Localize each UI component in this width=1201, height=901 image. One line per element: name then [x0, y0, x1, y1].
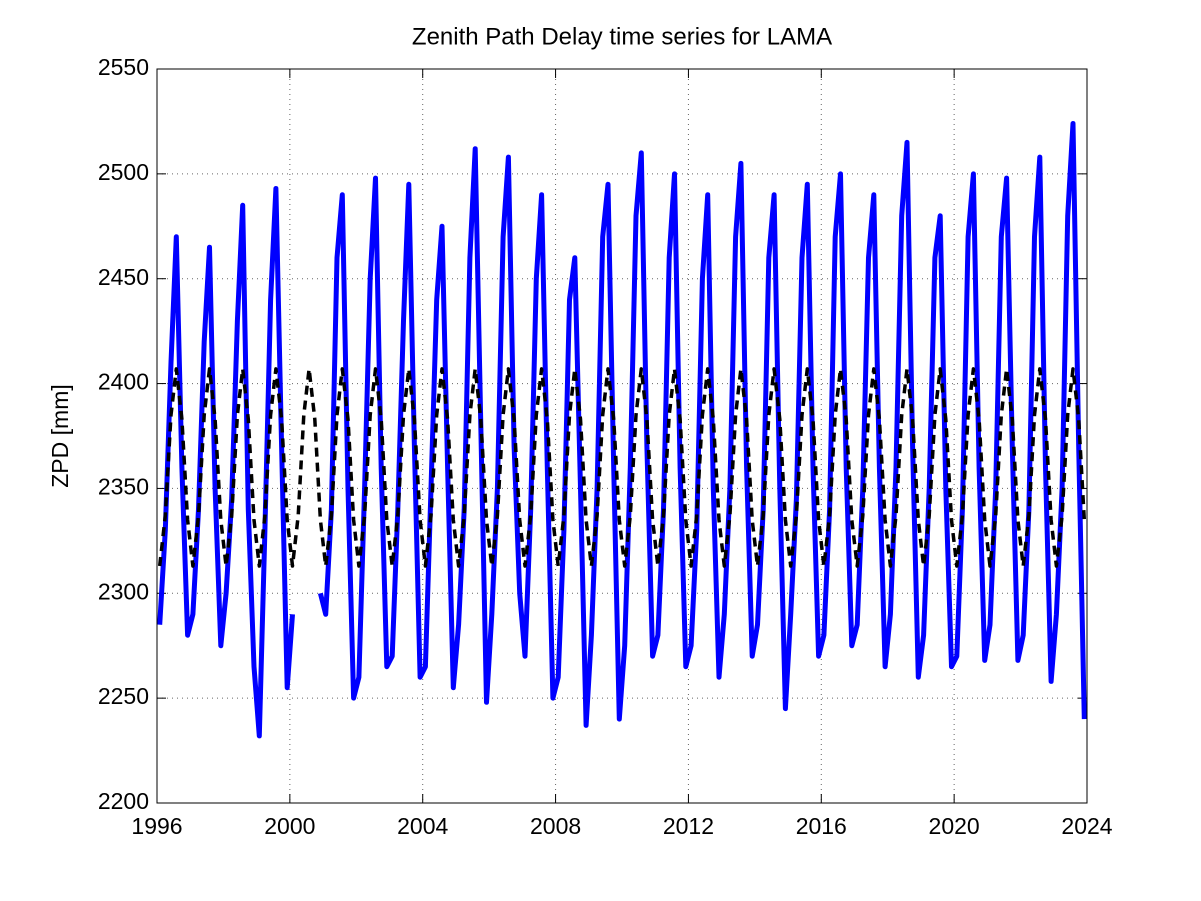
x-tick-label: 2012 — [663, 813, 714, 839]
y-tick-label: 2450 — [98, 264, 149, 290]
y-tick-label: 2400 — [98, 369, 149, 395]
chart-title: Zenith Path Delay time series for LAMA — [412, 23, 832, 50]
x-tick-label: 1996 — [131, 813, 182, 839]
plot-frame — [156, 68, 1088, 804]
y-tick-label: 2350 — [98, 474, 149, 500]
x-tick-label: 2020 — [929, 813, 980, 839]
y-axis-label: ZPD [mm] — [47, 384, 73, 488]
data-line — [157, 186, 295, 739]
y-tick-label: 2200 — [98, 788, 149, 814]
y-tick-label: 2550 — [98, 54, 149, 80]
x-tick-label: 2004 — [397, 813, 448, 839]
y-tick-label: 2300 — [98, 578, 149, 604]
y-tick-label: 2250 — [98, 683, 149, 709]
x-tick-label: 2024 — [1061, 813, 1112, 839]
y-tick-label: 2500 — [98, 159, 149, 185]
x-tick-label: 2008 — [530, 813, 581, 839]
x-tick-label: 2000 — [264, 813, 315, 839]
model-line — [157, 367, 1087, 568]
data-line — [317, 121, 1087, 728]
x-tick-label: 2016 — [796, 813, 847, 839]
